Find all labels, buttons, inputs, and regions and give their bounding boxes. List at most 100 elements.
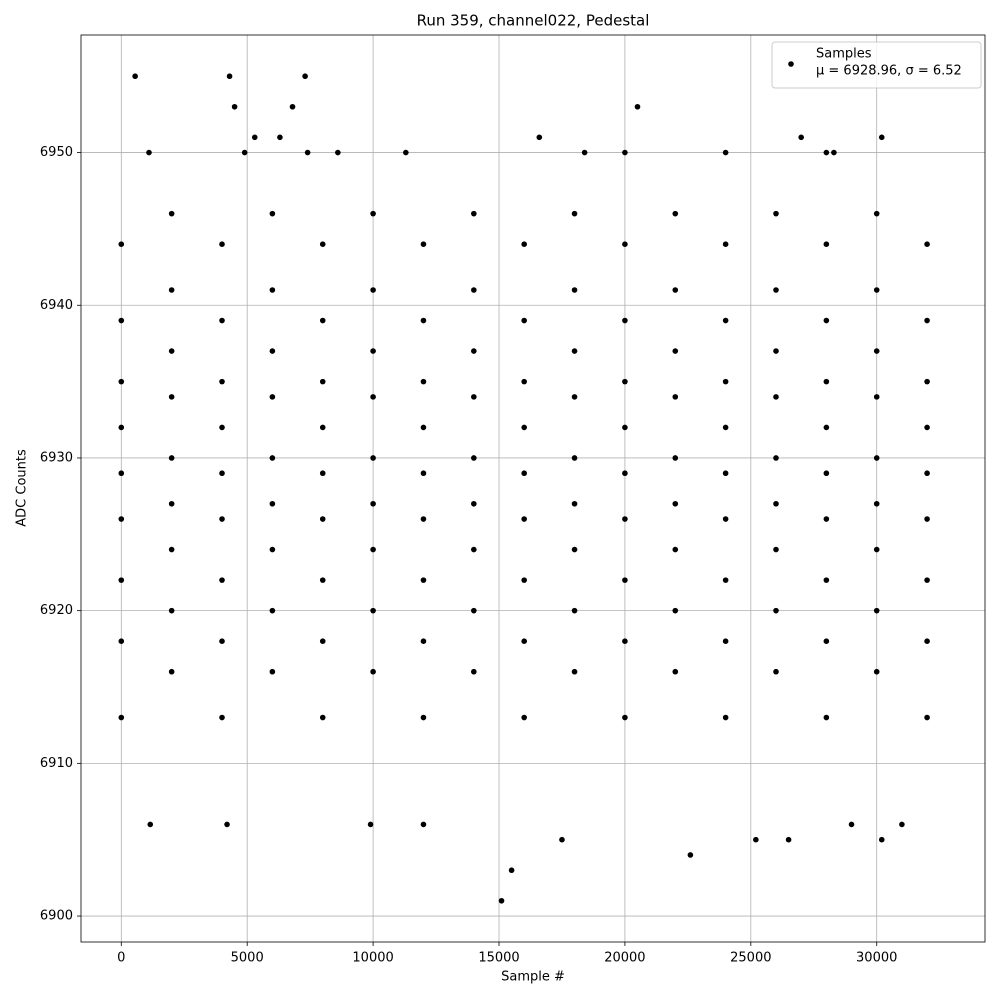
data-point — [622, 577, 628, 583]
data-point — [370, 287, 376, 293]
data-point — [722, 378, 729, 385]
data-point — [924, 577, 930, 583]
data-point — [634, 103, 641, 110]
data-point — [302, 73, 308, 80]
data-point — [147, 821, 154, 828]
data-point — [118, 424, 125, 431]
data-point — [873, 348, 880, 354]
data-point — [420, 378, 427, 385]
plot-area: 0 5000 10000 15000 20000 25000 30000 6900 6910 69… — [40, 35, 985, 966]
data-point — [420, 241, 427, 247]
data-point — [924, 378, 930, 385]
data-point — [118, 516, 125, 522]
data-point — [118, 470, 125, 477]
data-point — [536, 134, 543, 141]
data-point — [118, 317, 125, 324]
y-axis-label: ADC Counts — [15, 449, 30, 527]
data-point — [873, 455, 880, 461]
data-point — [559, 836, 565, 843]
data-point — [521, 424, 527, 431]
data-point — [219, 241, 225, 247]
data-point — [335, 149, 341, 156]
data-point — [753, 836, 759, 843]
data-point — [420, 821, 427, 828]
data-point — [269, 607, 276, 614]
data-point — [571, 287, 578, 293]
legend-label: Samples — [816, 47, 872, 62]
data-point — [521, 317, 527, 324]
data-point — [269, 668, 276, 675]
data-point — [571, 348, 578, 354]
data-point — [168, 348, 175, 354]
data-point — [521, 470, 527, 477]
data-point — [672, 287, 679, 293]
data-point — [622, 241, 628, 247]
data-point — [118, 378, 125, 385]
data-point — [823, 424, 830, 431]
data-point — [672, 210, 679, 217]
legend-note: μ = 6928.96, σ = 6.52 — [816, 64, 962, 79]
data-point — [823, 317, 830, 324]
data-point — [873, 607, 880, 614]
data-point — [773, 668, 779, 675]
chart-title: Run 359, channel022, Pedestal — [417, 12, 650, 30]
data-point — [168, 500, 175, 507]
data-point — [118, 241, 125, 247]
data-point — [823, 638, 830, 644]
data-point — [118, 638, 125, 644]
y-tick-label: 6950 — [40, 145, 73, 160]
data-point — [924, 470, 930, 477]
data-point — [873, 546, 880, 553]
data-point — [370, 668, 376, 675]
data-point — [132, 73, 138, 80]
data-point — [622, 424, 628, 431]
data-point — [773, 455, 779, 461]
y-tick-label: 6930 — [40, 450, 73, 465]
legend: Samples μ = 6928.96, σ = 6.52 — [771, 41, 982, 89]
data-point — [471, 394, 477, 400]
x-tick-label: 20000 — [604, 951, 645, 966]
data-point — [873, 668, 880, 675]
data-point — [672, 348, 679, 354]
data-point — [118, 714, 125, 721]
data-point — [289, 103, 296, 110]
data-point — [773, 546, 779, 553]
data-point — [420, 424, 427, 431]
data-point — [370, 607, 376, 614]
data-point — [226, 73, 233, 80]
y-tick-label: 6940 — [40, 298, 73, 313]
data-point — [571, 668, 578, 675]
data-point — [319, 577, 326, 583]
data-point — [471, 287, 477, 293]
data-point — [319, 241, 326, 247]
data-point — [420, 577, 427, 583]
data-point — [571, 394, 578, 400]
data-point — [672, 546, 679, 553]
data-point — [168, 455, 175, 461]
data-point — [471, 546, 477, 553]
data-point — [722, 638, 729, 644]
data-point — [251, 134, 258, 141]
data-point — [622, 149, 628, 156]
data-point — [622, 378, 628, 385]
data-point — [831, 149, 837, 156]
data-point — [571, 546, 578, 553]
data-point — [370, 500, 376, 507]
data-point — [319, 378, 326, 385]
data-point — [722, 424, 729, 431]
data-point — [773, 210, 779, 217]
data-point — [269, 546, 276, 553]
data-point — [878, 134, 885, 141]
data-point — [873, 287, 880, 293]
data-point — [471, 348, 477, 354]
x-tick-label: 10000 — [352, 951, 393, 966]
data-point — [571, 607, 578, 614]
data-point — [219, 470, 225, 477]
data-point — [823, 241, 830, 247]
data-point — [319, 317, 326, 324]
data-point — [370, 348, 376, 354]
data-point — [168, 607, 175, 614]
data-point — [168, 210, 175, 217]
data-point — [672, 500, 679, 507]
